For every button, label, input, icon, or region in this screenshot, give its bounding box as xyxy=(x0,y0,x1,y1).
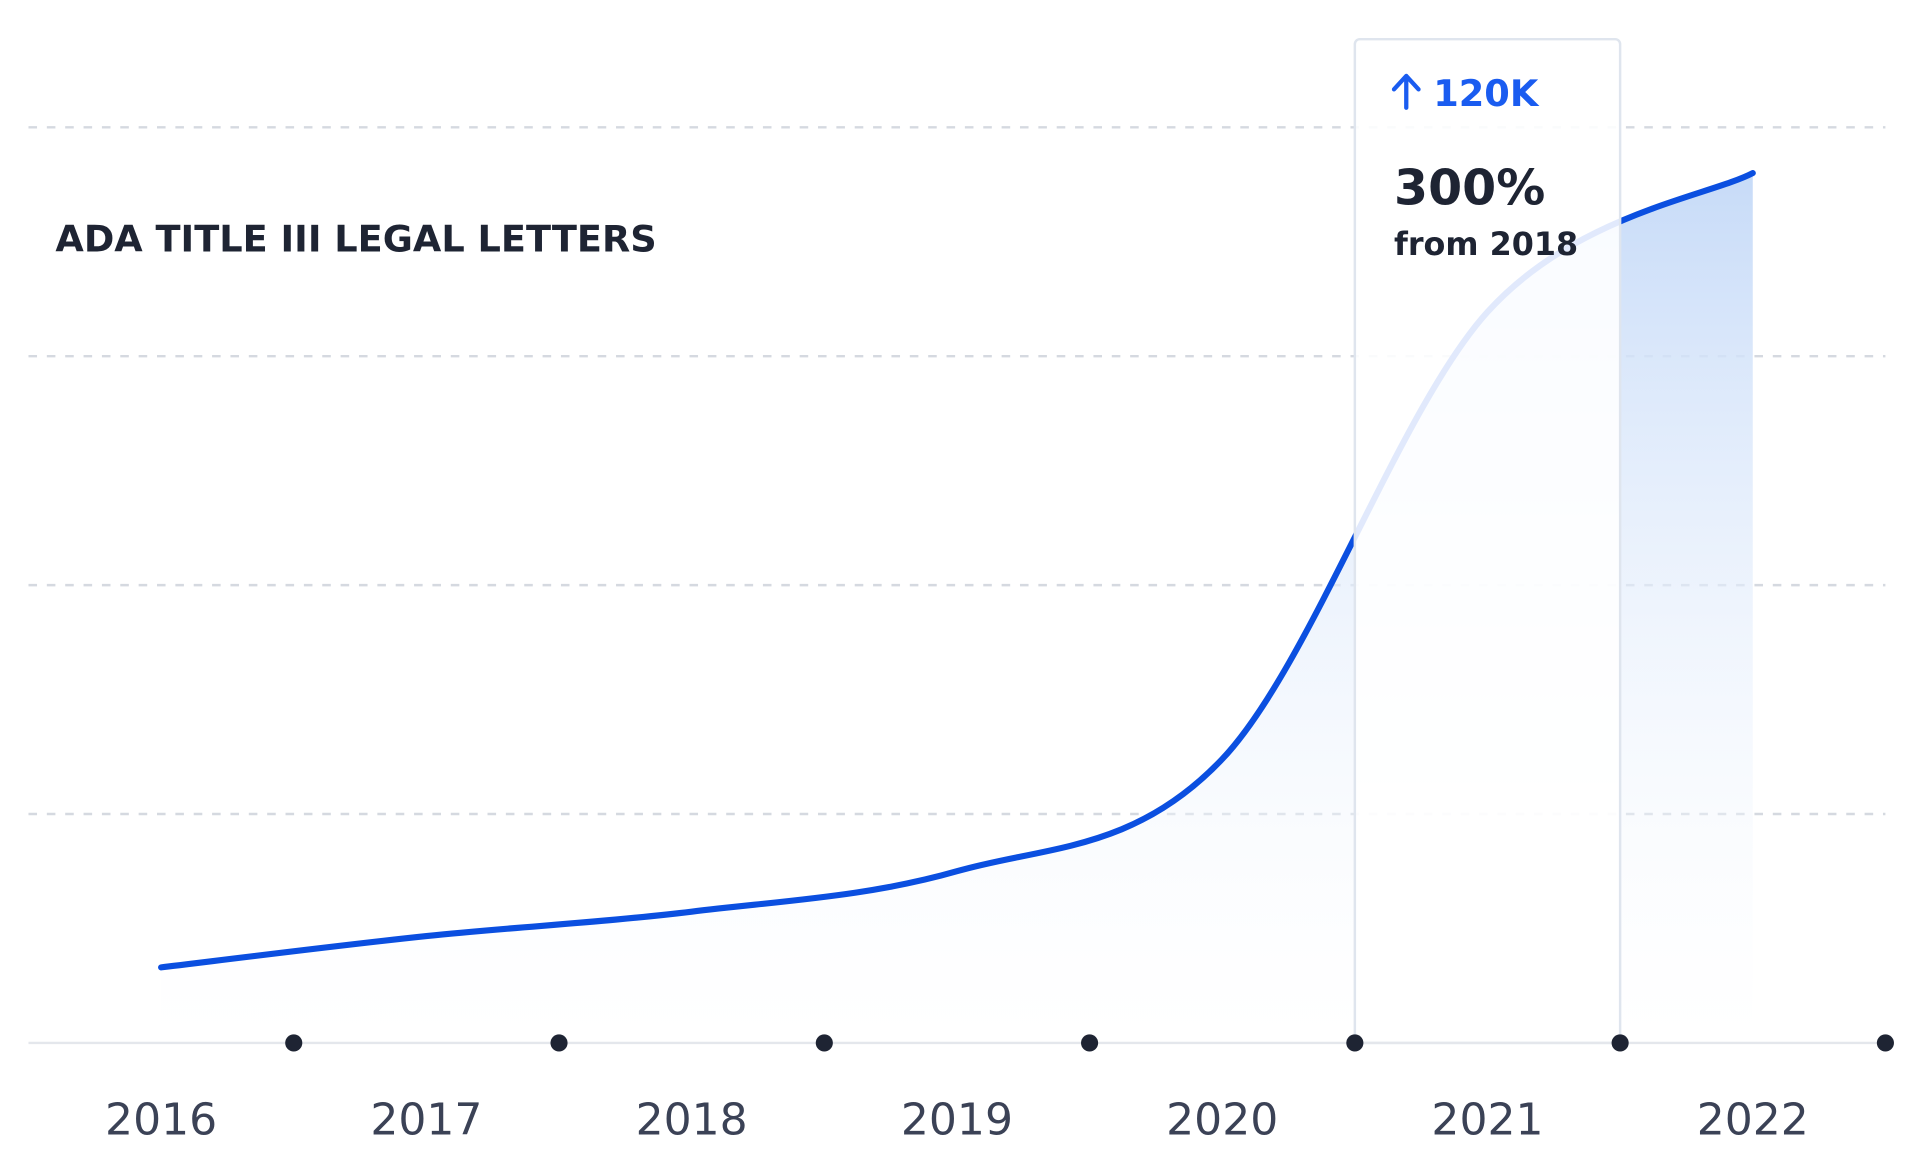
axis-dot xyxy=(550,1034,568,1052)
annotation-change: 120K xyxy=(1433,72,1540,115)
arrow-icon xyxy=(1391,73,1421,110)
x-tick-label: 2019 xyxy=(901,1094,1013,1145)
axis-dot xyxy=(1876,1034,1894,1052)
axis-dot xyxy=(1611,1034,1629,1052)
x-tick-label: 2017 xyxy=(370,1094,482,1145)
chart-title: ADA TITLE III LEGAL LETTERS xyxy=(55,218,656,261)
axis-dot xyxy=(285,1034,303,1052)
x-tick-label: 2022 xyxy=(1697,1094,1809,1145)
axis-dot xyxy=(1346,1034,1364,1052)
annotation-note: from 2018 xyxy=(1394,225,1578,263)
axis-dot xyxy=(815,1034,833,1052)
x-tick-label: 2016 xyxy=(105,1094,217,1145)
x-tick-label: 2018 xyxy=(636,1094,748,1145)
x-tick-label: 2020 xyxy=(1166,1094,1278,1145)
axis-dot xyxy=(1081,1034,1099,1052)
x-tick-label: 2021 xyxy=(1431,1094,1543,1145)
annotation-percent: 300% xyxy=(1394,159,1545,216)
